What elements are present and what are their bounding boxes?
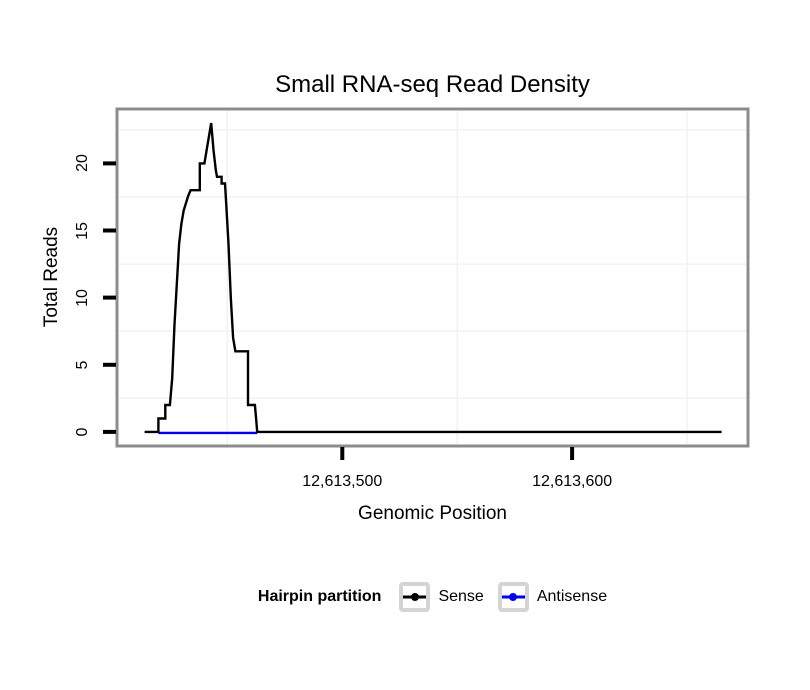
chart-title: Small RNA-seq Read Density: [275, 71, 590, 98]
x-tick-label: 12,613,500: [302, 473, 383, 490]
y-tick-label: 20: [74, 154, 91, 173]
sense-legend-key: [399, 582, 431, 612]
x-tick-label: 12,613,600: [532, 473, 613, 490]
y-tick-label: 0: [74, 427, 91, 437]
panel-border: [115, 107, 750, 448]
x-axis-title: Genomic Position: [358, 503, 507, 524]
antisense-legend-key: [497, 582, 529, 612]
legend-label-antisense: Antisense: [536, 588, 608, 605]
sense-point-icon: [410, 593, 419, 601]
legend: Hairpin partition Sense Antisense: [117, 581, 748, 613]
y-tick-label: 15: [74, 221, 91, 240]
sense-density-line: [144, 122, 722, 434]
y-tick-label: 10: [74, 288, 91, 307]
y-axis-title: Total Reads: [41, 226, 62, 328]
legend-label-sense: Sense: [438, 588, 484, 605]
y-tick-label: 5: [74, 360, 91, 370]
legend-title: Hairpin partition: [257, 588, 382, 605]
antisense-point-icon: [509, 593, 518, 601]
